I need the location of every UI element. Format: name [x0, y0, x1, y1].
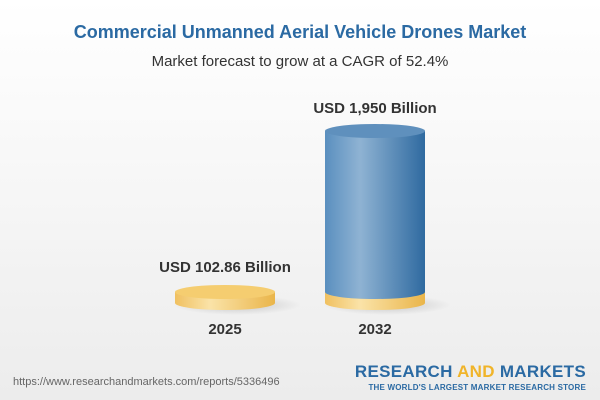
category-label-2032: 2032: [358, 321, 391, 338]
research-and-markets-logo: RESEARCH AND MARKETS THE WORLD'S LARGEST…: [354, 362, 586, 392]
category-label-2025: 2025: [208, 321, 241, 338]
bar-base-top-2025: [175, 285, 275, 299]
bar-top-2032: [325, 124, 425, 138]
source-url[interactable]: https://www.researchandmarkets.com/repor…: [13, 376, 280, 388]
data-label-2025: USD 102.86 Billion: [159, 259, 291, 276]
chart-title: Commercial Unmanned Aerial Vehicle Drone…: [73, 22, 527, 42]
data-label-2032: USD 1,950 Billion: [313, 100, 436, 117]
bar-2032: [325, 131, 425, 299]
chart-subtitle: Market forecast to grow at a CAGR of 52.…: [151, 53, 449, 70]
